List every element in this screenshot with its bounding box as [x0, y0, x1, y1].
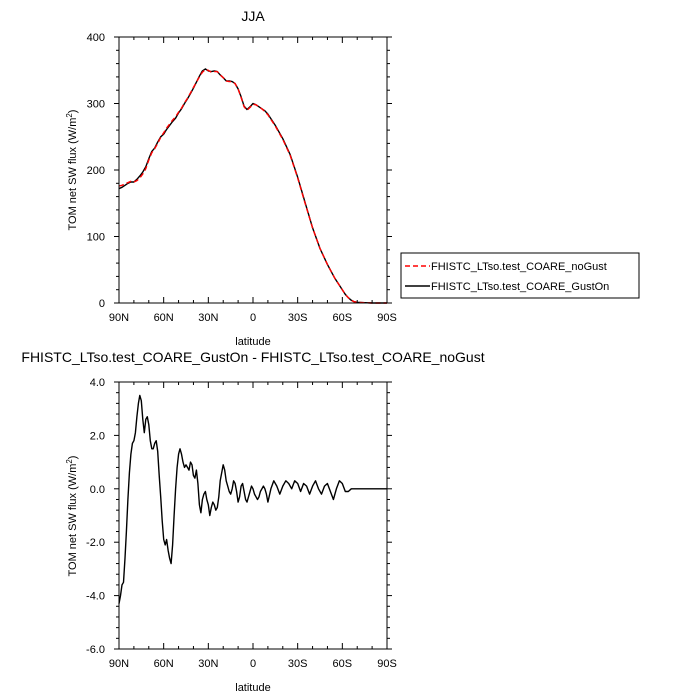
upper-x-tick-label: 60S — [333, 312, 353, 324]
upper-y-tick-label: 400 — [87, 32, 105, 44]
upper-y-axis-label: TOM net SW flux (W/m2) — [65, 110, 79, 231]
lower-x-axis-label: latitude — [235, 682, 270, 694]
upper-chart-panel: JJA 90N 60N 30N 0 30S 60S 90S 0 100 200 300 400 lat… — [65, 8, 397, 348]
upper-series-line-1 — [118, 68, 387, 304]
legend-label-nogust: FHISTC_LTso.test_COARE_noGust — [431, 261, 607, 273]
lower-y-tick-label: -6.0 — [86, 644, 105, 656]
upper-x-tick-label: 0 — [250, 312, 256, 324]
legend: FHISTC_LTso.test_COARE_noGust FHISTC_LTs… — [400, 252, 640, 299]
lower-x-tick-label: 90N — [109, 658, 129, 670]
legend-label-guston: FHISTC_LTso.test_COARE_GustOn — [431, 281, 609, 293]
lower-x-tick-label: 60N — [154, 658, 174, 670]
upper-y-tick-label: 200 — [87, 165, 105, 177]
upper-x-tick-label: 90N — [109, 312, 129, 324]
lower-x-tick-label: 90S — [377, 658, 397, 670]
lower-chart-title: FHISTC_LTso.test_COARE_GustOn - FHISTC_L… — [21, 349, 484, 365]
lower-y-tick-label: -4.0 — [86, 591, 105, 603]
lower-x-tick-label: 30S — [288, 658, 308, 670]
upper-x-axis-label: latitude — [235, 336, 270, 348]
upper-y-tick-label: 0 — [99, 298, 105, 310]
legend-box — [400, 252, 640, 299]
upper-x-tick-label: 90S — [377, 312, 397, 324]
lower-y-axis-label: TOM net SW flux (W/m2) — [65, 456, 79, 577]
lower-x-tick-label: 30N — [198, 658, 218, 670]
upper-x-tick-label: 30N — [198, 312, 218, 324]
lower-y-tick-label: 0.0 — [90, 484, 105, 496]
lower-x-tick-label: 0 — [250, 658, 256, 670]
upper-series-line-0 — [118, 68, 387, 304]
lower-x-tick-label: 60S — [333, 658, 353, 670]
lower-y-tick-label: -2.0 — [86, 537, 105, 549]
upper-y-tick-label: 100 — [87, 232, 105, 244]
upper-plot-frame — [118, 36, 388, 304]
upper-chart-title: JJA — [241, 8, 265, 24]
lower-plot-frame — [118, 381, 388, 650]
upper-x-tick-label: 60N — [154, 312, 174, 324]
lower-chart-panel: FHISTC_LTso.test_COARE_GustOn - FHISTC_L… — [21, 349, 484, 694]
lower-y-tick-label: 4.0 — [90, 377, 105, 389]
upper-x-tick-label: 30S — [288, 312, 308, 324]
upper-y-tick-label: 300 — [87, 99, 105, 111]
lower-y-tick-label: 2.0 — [90, 430, 105, 442]
lower-series-line-0 — [118, 394, 387, 604]
